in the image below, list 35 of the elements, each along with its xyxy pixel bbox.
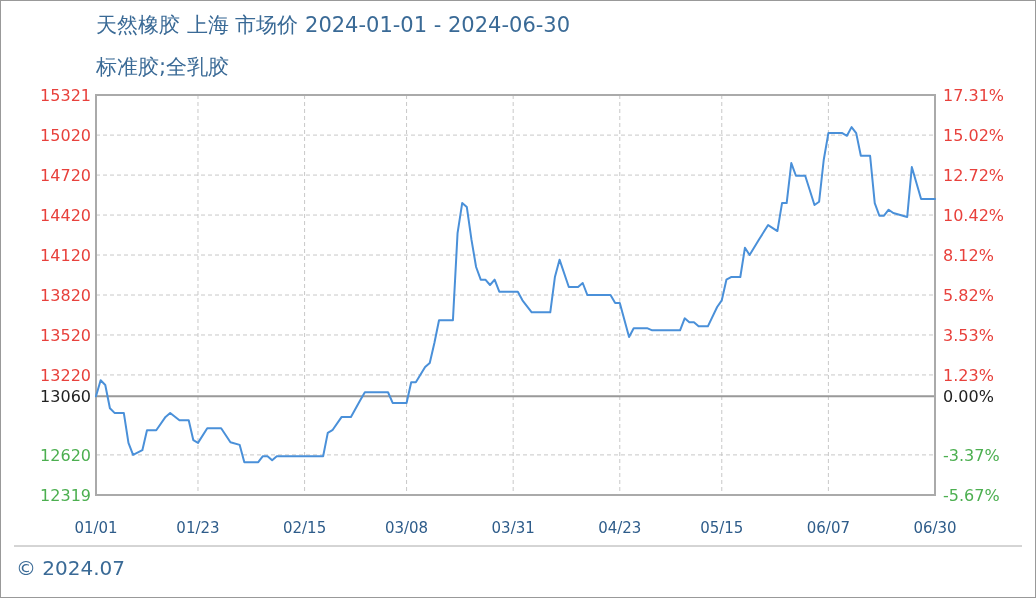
x-tick-label: 03/08 xyxy=(384,519,429,537)
y-tick-label: 14420 xyxy=(40,206,91,226)
x-tick-label: 05/15 xyxy=(700,519,744,537)
y2-tick-label: 3.53% xyxy=(943,325,994,345)
text: © 2024.07 xyxy=(16,556,126,580)
x-tick-label: 06/30 xyxy=(913,519,957,537)
y2-tick-label: -3.37% xyxy=(943,445,1000,465)
y2-tick-label: 1.23% xyxy=(943,365,994,385)
y2-tick-label: -5.67% xyxy=(943,486,1000,505)
x-tick-label: 01/23 xyxy=(176,519,220,537)
y2-tick-label: 10.42% xyxy=(943,205,1005,225)
chart-subtitle: 标准胶;全乳胶 xyxy=(95,55,230,79)
x-tick-label: 06/07 xyxy=(806,519,850,537)
y-tick-label: 13820 xyxy=(40,286,91,305)
chart-title: 天然橡胶 上海 市场价 2024-01-01 - 2024-06-30 xyxy=(96,13,571,37)
y2-tick-label: 17.31% xyxy=(943,86,1005,105)
line-series xyxy=(95,126,936,464)
y-tick-label: 13220 xyxy=(40,365,91,385)
y2-tick-label: 5.82% xyxy=(943,286,994,305)
y-tick-label: 15321 xyxy=(40,86,91,105)
y-tick-label: 13520 xyxy=(40,325,91,345)
y-tick-label: 12620 xyxy=(40,445,91,465)
y2-tick-label: 8.12% xyxy=(943,245,994,265)
y2-tick-label: 12.72% xyxy=(943,165,1005,185)
y-tick-label: 12319 xyxy=(40,486,91,505)
y-tick-label: 13060 xyxy=(40,387,91,407)
x-tick-label: 04/23 xyxy=(598,519,642,537)
x-tick-label: 02/15 xyxy=(282,519,327,537)
y-tick-label: 14120 xyxy=(40,246,91,266)
y-tick-label: 15020 xyxy=(40,126,91,146)
x-tick-label: 03/31 xyxy=(491,519,535,537)
y2-tick-label: 0.00% xyxy=(943,387,994,407)
x-tick-label: 01/01 xyxy=(74,519,118,537)
y2-tick-label: 15.02% xyxy=(943,125,1005,145)
y-tick-label: 14720 xyxy=(40,166,91,186)
